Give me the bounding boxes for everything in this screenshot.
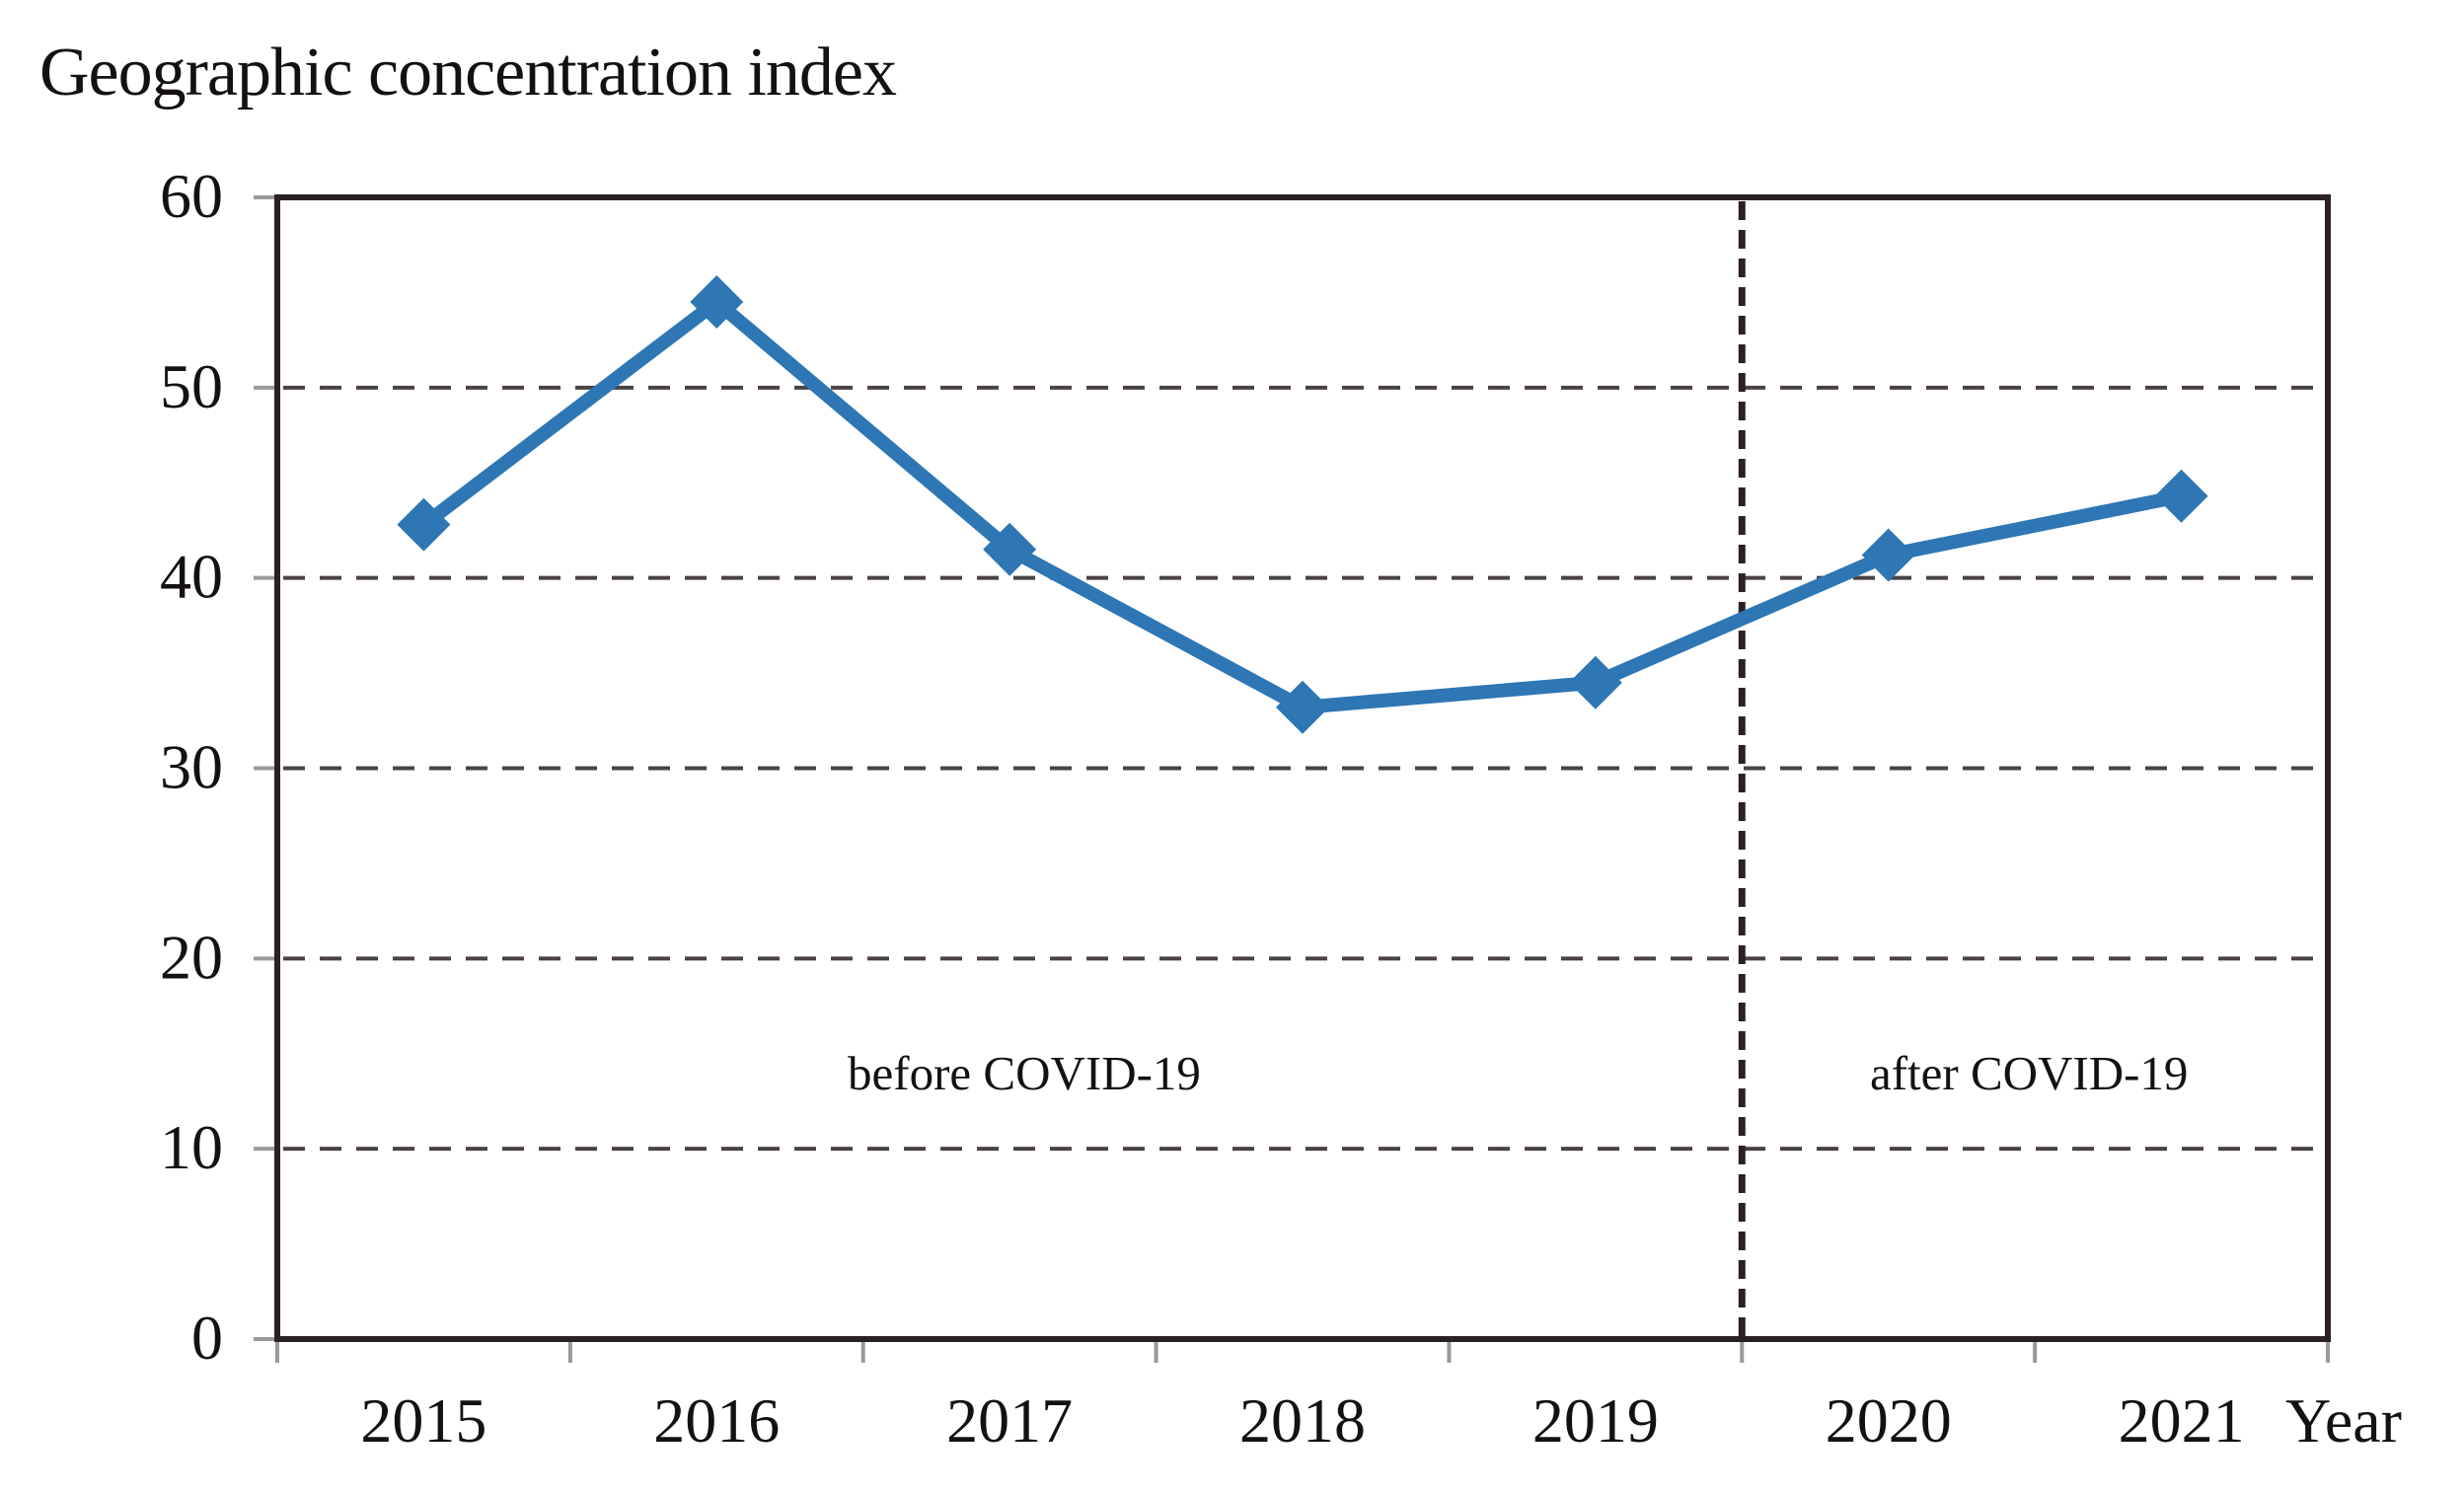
plot-frame bbox=[274, 194, 2331, 1342]
y-tick-label-0: 0 bbox=[191, 1303, 223, 1373]
annotation-1: after COVID-19 bbox=[1870, 1046, 2188, 1100]
series-line bbox=[419, 293, 2183, 714]
data-point-2019 bbox=[1568, 655, 1622, 710]
data-point-2017 bbox=[983, 522, 1037, 576]
y-tick-label-20: 20 bbox=[160, 922, 223, 992]
x-tick-label-2019: 2019 bbox=[1532, 1385, 1659, 1456]
chart-title: Geographic concentration index bbox=[39, 35, 897, 111]
x-tick-label-2016: 2016 bbox=[653, 1385, 780, 1456]
y-tick-label-30: 30 bbox=[160, 732, 223, 802]
data-point-2021 bbox=[2154, 469, 2208, 523]
annotation-0: before COVID-19 bbox=[848, 1046, 1201, 1100]
y-tick-label-60: 60 bbox=[160, 161, 223, 231]
y-tick-label-50: 50 bbox=[160, 351, 223, 421]
y-tick-label-10: 10 bbox=[160, 1112, 223, 1182]
x-tick-label-2020: 2020 bbox=[1826, 1385, 1952, 1456]
x-axis-label: Year bbox=[2285, 1385, 2402, 1456]
x-tick-label-2017: 2017 bbox=[946, 1385, 1073, 1456]
data-point-2018 bbox=[1276, 680, 1329, 734]
data-point-2020 bbox=[1861, 528, 1915, 582]
x-tick-label-2015: 2015 bbox=[360, 1385, 486, 1456]
data-point-2016 bbox=[690, 275, 744, 330]
x-tick-label-2018: 2018 bbox=[1239, 1385, 1366, 1456]
x-tick-label-2021: 2021 bbox=[2119, 1385, 2245, 1456]
y-tick-label-40: 40 bbox=[160, 542, 223, 612]
data-point-2015 bbox=[397, 497, 451, 552]
